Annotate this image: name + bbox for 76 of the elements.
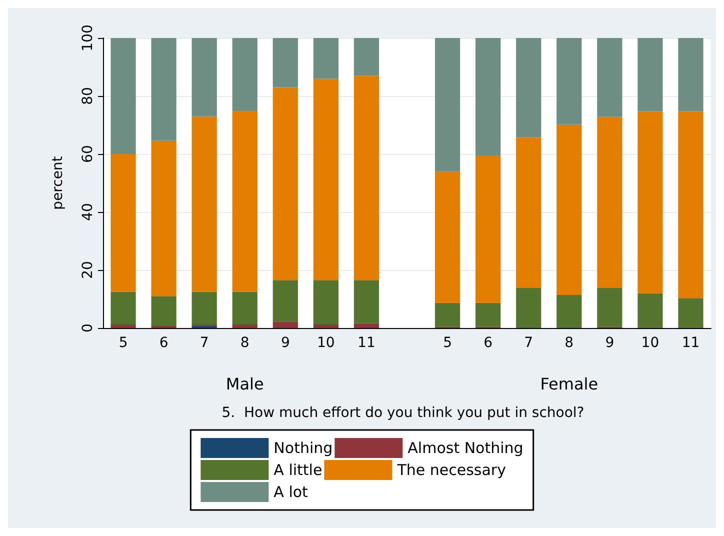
bar xyxy=(354,76,380,280)
bar xyxy=(516,137,542,288)
bar xyxy=(232,110,258,292)
bar xyxy=(110,38,136,154)
legend-label: Nothing xyxy=(274,439,333,457)
bar xyxy=(272,87,298,280)
y-tick-label: 60 xyxy=(80,145,96,163)
text: Female xyxy=(540,374,598,394)
text: 5. How much effort do you think you put in school? xyxy=(222,405,584,421)
bar xyxy=(597,38,622,117)
bar xyxy=(272,280,298,322)
bar xyxy=(272,38,298,88)
bar xyxy=(678,111,704,298)
x-tick-label: 9 xyxy=(605,335,614,351)
x-tick-label: 10 xyxy=(641,335,660,351)
x-tick-label: 5 xyxy=(118,335,128,351)
x-tick-label: 8 xyxy=(564,335,574,351)
bar xyxy=(232,324,258,328)
legend-label: The necessary xyxy=(396,461,506,479)
bar xyxy=(434,38,460,172)
bar xyxy=(597,116,622,288)
y-tick-label: 20 xyxy=(80,261,96,279)
x-tick-label: 5 xyxy=(443,335,452,351)
bar xyxy=(434,302,460,327)
bar xyxy=(476,302,501,327)
bar xyxy=(556,124,582,295)
text: Male xyxy=(226,374,264,394)
bar xyxy=(476,38,501,156)
bar xyxy=(638,38,663,112)
bar xyxy=(272,322,298,328)
legend-label: A little xyxy=(274,461,322,479)
bar xyxy=(192,116,217,292)
x-tick-label: 11 xyxy=(358,335,376,351)
x-tick-label: 6 xyxy=(484,335,493,351)
bar xyxy=(678,298,704,328)
bar xyxy=(556,294,582,328)
bar xyxy=(110,324,136,328)
bar xyxy=(110,154,136,292)
bar xyxy=(556,38,582,124)
legend-label: A lot xyxy=(274,483,308,501)
bar xyxy=(192,292,217,325)
bar xyxy=(476,155,501,303)
bar xyxy=(354,323,380,328)
x-tick-label: 7 xyxy=(200,335,209,351)
x-tick-label: 6 xyxy=(159,335,168,351)
bar xyxy=(151,140,176,296)
bar xyxy=(638,293,663,328)
y-tick-label: 100 xyxy=(80,24,96,52)
x-tick-label: 7 xyxy=(524,335,534,351)
bar xyxy=(313,38,338,79)
bar xyxy=(110,292,136,325)
bar xyxy=(597,288,622,327)
x-tick-label: 10 xyxy=(317,335,335,351)
bar xyxy=(232,292,258,325)
bar xyxy=(354,280,380,324)
y-axis-title: percent xyxy=(50,156,66,210)
bar xyxy=(638,111,663,294)
bar xyxy=(151,296,176,326)
bar xyxy=(678,38,704,112)
y-tick-label: 40 xyxy=(80,203,96,221)
bar xyxy=(313,324,338,328)
bar xyxy=(434,171,460,303)
bar xyxy=(192,38,217,116)
x-tick-label: 8 xyxy=(240,335,250,351)
y-tick-label: 0 xyxy=(80,324,96,332)
bar xyxy=(313,78,338,280)
bar xyxy=(516,38,542,138)
bar xyxy=(354,38,380,76)
x-tick-label: 11 xyxy=(682,335,700,351)
y-tick-label: 80 xyxy=(80,87,96,105)
bar xyxy=(151,38,176,140)
bar xyxy=(313,280,338,325)
x-tick-label: 9 xyxy=(280,335,290,351)
bar xyxy=(232,38,258,110)
legend-label: Almost Nothing xyxy=(408,439,524,457)
bar xyxy=(516,288,542,328)
